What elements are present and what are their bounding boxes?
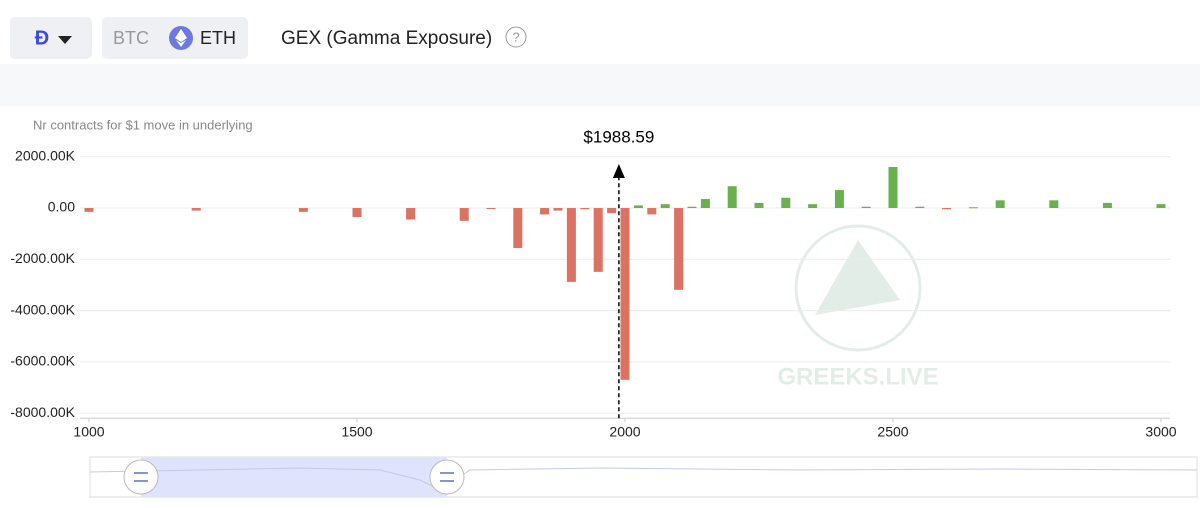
x-tick-label: 2000 bbox=[609, 424, 640, 440]
watermark: GREEKS.LIVE bbox=[777, 224, 939, 390]
bar bbox=[687, 206, 697, 209]
price-arrow bbox=[612, 164, 625, 178]
page-title: GEX (Gamma Exposure) bbox=[281, 28, 492, 49]
bar bbox=[298, 208, 308, 212]
x-tick-label: 3000 bbox=[1145, 424, 1176, 440]
bar bbox=[727, 186, 737, 209]
zoom-slider[interactable] bbox=[89, 456, 1198, 498]
caret bbox=[58, 36, 72, 44]
bar bbox=[942, 208, 952, 210]
x-tick-label: 2500 bbox=[877, 424, 908, 440]
bar bbox=[486, 208, 496, 210]
help-icon[interactable] bbox=[505, 26, 527, 48]
bar bbox=[540, 208, 550, 215]
bar bbox=[861, 206, 871, 209]
price-label: $1988.59 bbox=[583, 127, 654, 146]
bar bbox=[888, 166, 898, 209]
bar bbox=[660, 204, 670, 209]
bar bbox=[352, 208, 362, 217]
y-tick-label: -4000.00K bbox=[10, 301, 75, 317]
slider-handle[interactable] bbox=[123, 459, 159, 495]
eth-glyph bbox=[175, 29, 187, 47]
dropdown-bg bbox=[10, 17, 92, 59]
bar bbox=[580, 208, 590, 210]
bar bbox=[808, 204, 818, 209]
asset-btc[interactable]: BTC bbox=[113, 28, 149, 48]
bar bbox=[459, 208, 469, 221]
handle-grip bbox=[134, 472, 454, 482]
watermark-ring bbox=[794, 224, 922, 352]
watermark-text: GREEKS.LIVE bbox=[777, 363, 938, 390]
y-tick-label: -6000.00K bbox=[10, 353, 75, 369]
bar bbox=[995, 200, 1005, 209]
watermark-logo bbox=[815, 240, 900, 315]
bar bbox=[84, 208, 94, 212]
bar bbox=[607, 208, 617, 214]
bar bbox=[754, 202, 764, 209]
y-tick-label: -8000.00K bbox=[10, 404, 75, 420]
bar bbox=[1156, 204, 1166, 209]
bar bbox=[968, 207, 978, 209]
bar bbox=[566, 208, 576, 282]
bar bbox=[513, 208, 523, 249]
bar bbox=[834, 190, 844, 209]
y-tick-label: 0.00 bbox=[48, 199, 75, 215]
slider-handle[interactable] bbox=[429, 459, 465, 495]
bar bbox=[915, 206, 925, 209]
bar bbox=[553, 208, 563, 211]
bar bbox=[620, 208, 630, 380]
bar bbox=[647, 208, 657, 215]
bar bbox=[593, 208, 603, 272]
currency-icon: Ð bbox=[35, 27, 49, 49]
bar bbox=[191, 208, 201, 211]
asset-eth[interactable]: ETH bbox=[200, 28, 236, 48]
bar bbox=[700, 199, 710, 209]
bar bbox=[674, 208, 684, 290]
currency-dropdown[interactable]: Ð bbox=[10, 17, 92, 59]
bar bbox=[633, 205, 643, 209]
y-tick-label: 2000.00K bbox=[15, 147, 76, 163]
y-axis-label: Nr contracts for $1 move in underlying bbox=[33, 117, 253, 132]
x-tick-label: 1000 bbox=[73, 424, 104, 440]
y-tick-label: -2000.00K bbox=[10, 250, 75, 266]
bar bbox=[406, 208, 416, 220]
slider-window bbox=[141, 457, 447, 497]
bar bbox=[1102, 202, 1112, 209]
help-glyph: ? bbox=[512, 29, 519, 44]
x-tick-label: 1500 bbox=[341, 424, 372, 440]
bar bbox=[1049, 200, 1059, 209]
bar bbox=[781, 197, 791, 209]
toolbar-band bbox=[0, 64, 1200, 106]
